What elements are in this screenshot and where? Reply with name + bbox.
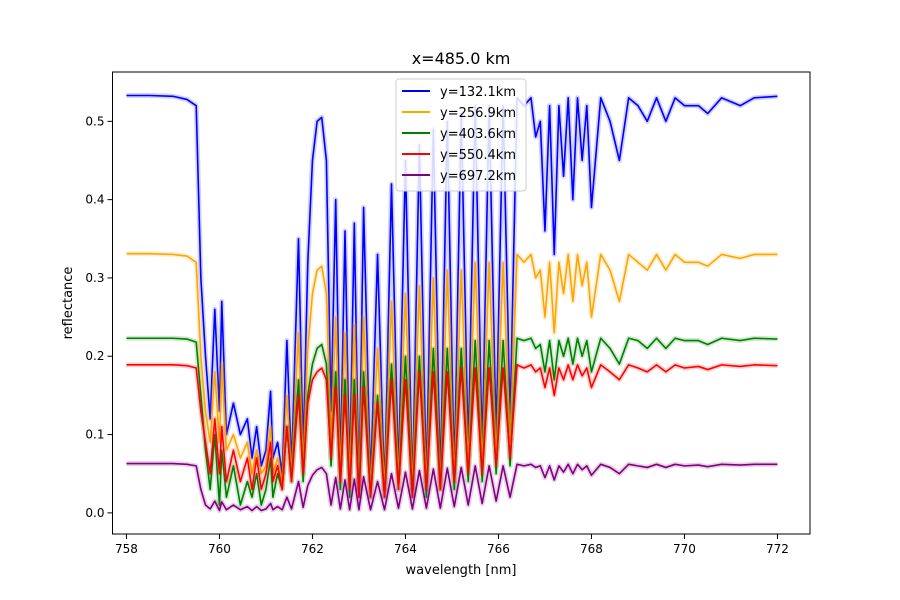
series-line-5 [126, 462, 778, 512]
y-tick-label: 0.2 [85, 349, 104, 363]
x-tick-label: 758 [115, 542, 138, 556]
legend-label-5: y=697.2km [440, 169, 516, 184]
legend-label-1: y=132.1km [440, 85, 516, 100]
x-tick-label: 772 [766, 542, 789, 556]
y-tick-label: 0.3 [85, 271, 104, 285]
y-tick-label: 0.4 [85, 193, 104, 207]
legend-label-2: y=256.9km [440, 106, 516, 121]
y-tick-label: 0.0 [85, 506, 104, 520]
x-tick-label: 766 [487, 542, 510, 556]
x-axis-label: wavelength [nm] [406, 563, 517, 578]
x-tick-label: 764 [394, 542, 417, 556]
x-tick-label: 768 [580, 542, 603, 556]
y-tick-label: 0.1 [85, 428, 104, 442]
x-tick-label: 760 [208, 542, 231, 556]
series-layer [126, 92, 778, 514]
legend-box [395, 78, 527, 192]
x-tick-label: 770 [673, 542, 696, 556]
x-axis-ticks: 758 760 762 764 766 768 770 772 [115, 534, 789, 556]
axes-frame [112, 71, 811, 535]
legend: y=132.1km y=256.9km y=403.6km y=550.4km y=69… [395, 78, 527, 192]
chart-title: x=485.0 km [412, 49, 511, 68]
x-tick-label: 762 [301, 542, 324, 556]
plot-area: 758 760 762 764 766 768 770 772 0.0 0.1 0.2 0.3 0.4… [85, 71, 811, 556]
legend-label-3: y=403.6km [440, 127, 516, 142]
y-axis-ticks: 0.0 0.1 0.2 0.3 0.4 0.5 [85, 114, 113, 520]
series-line-4 [126, 364, 778, 498]
y-tick-label: 0.5 [85, 114, 104, 128]
legend-label-4: y=550.4km [440, 148, 516, 163]
y-axis-label: reflectance [61, 267, 76, 340]
